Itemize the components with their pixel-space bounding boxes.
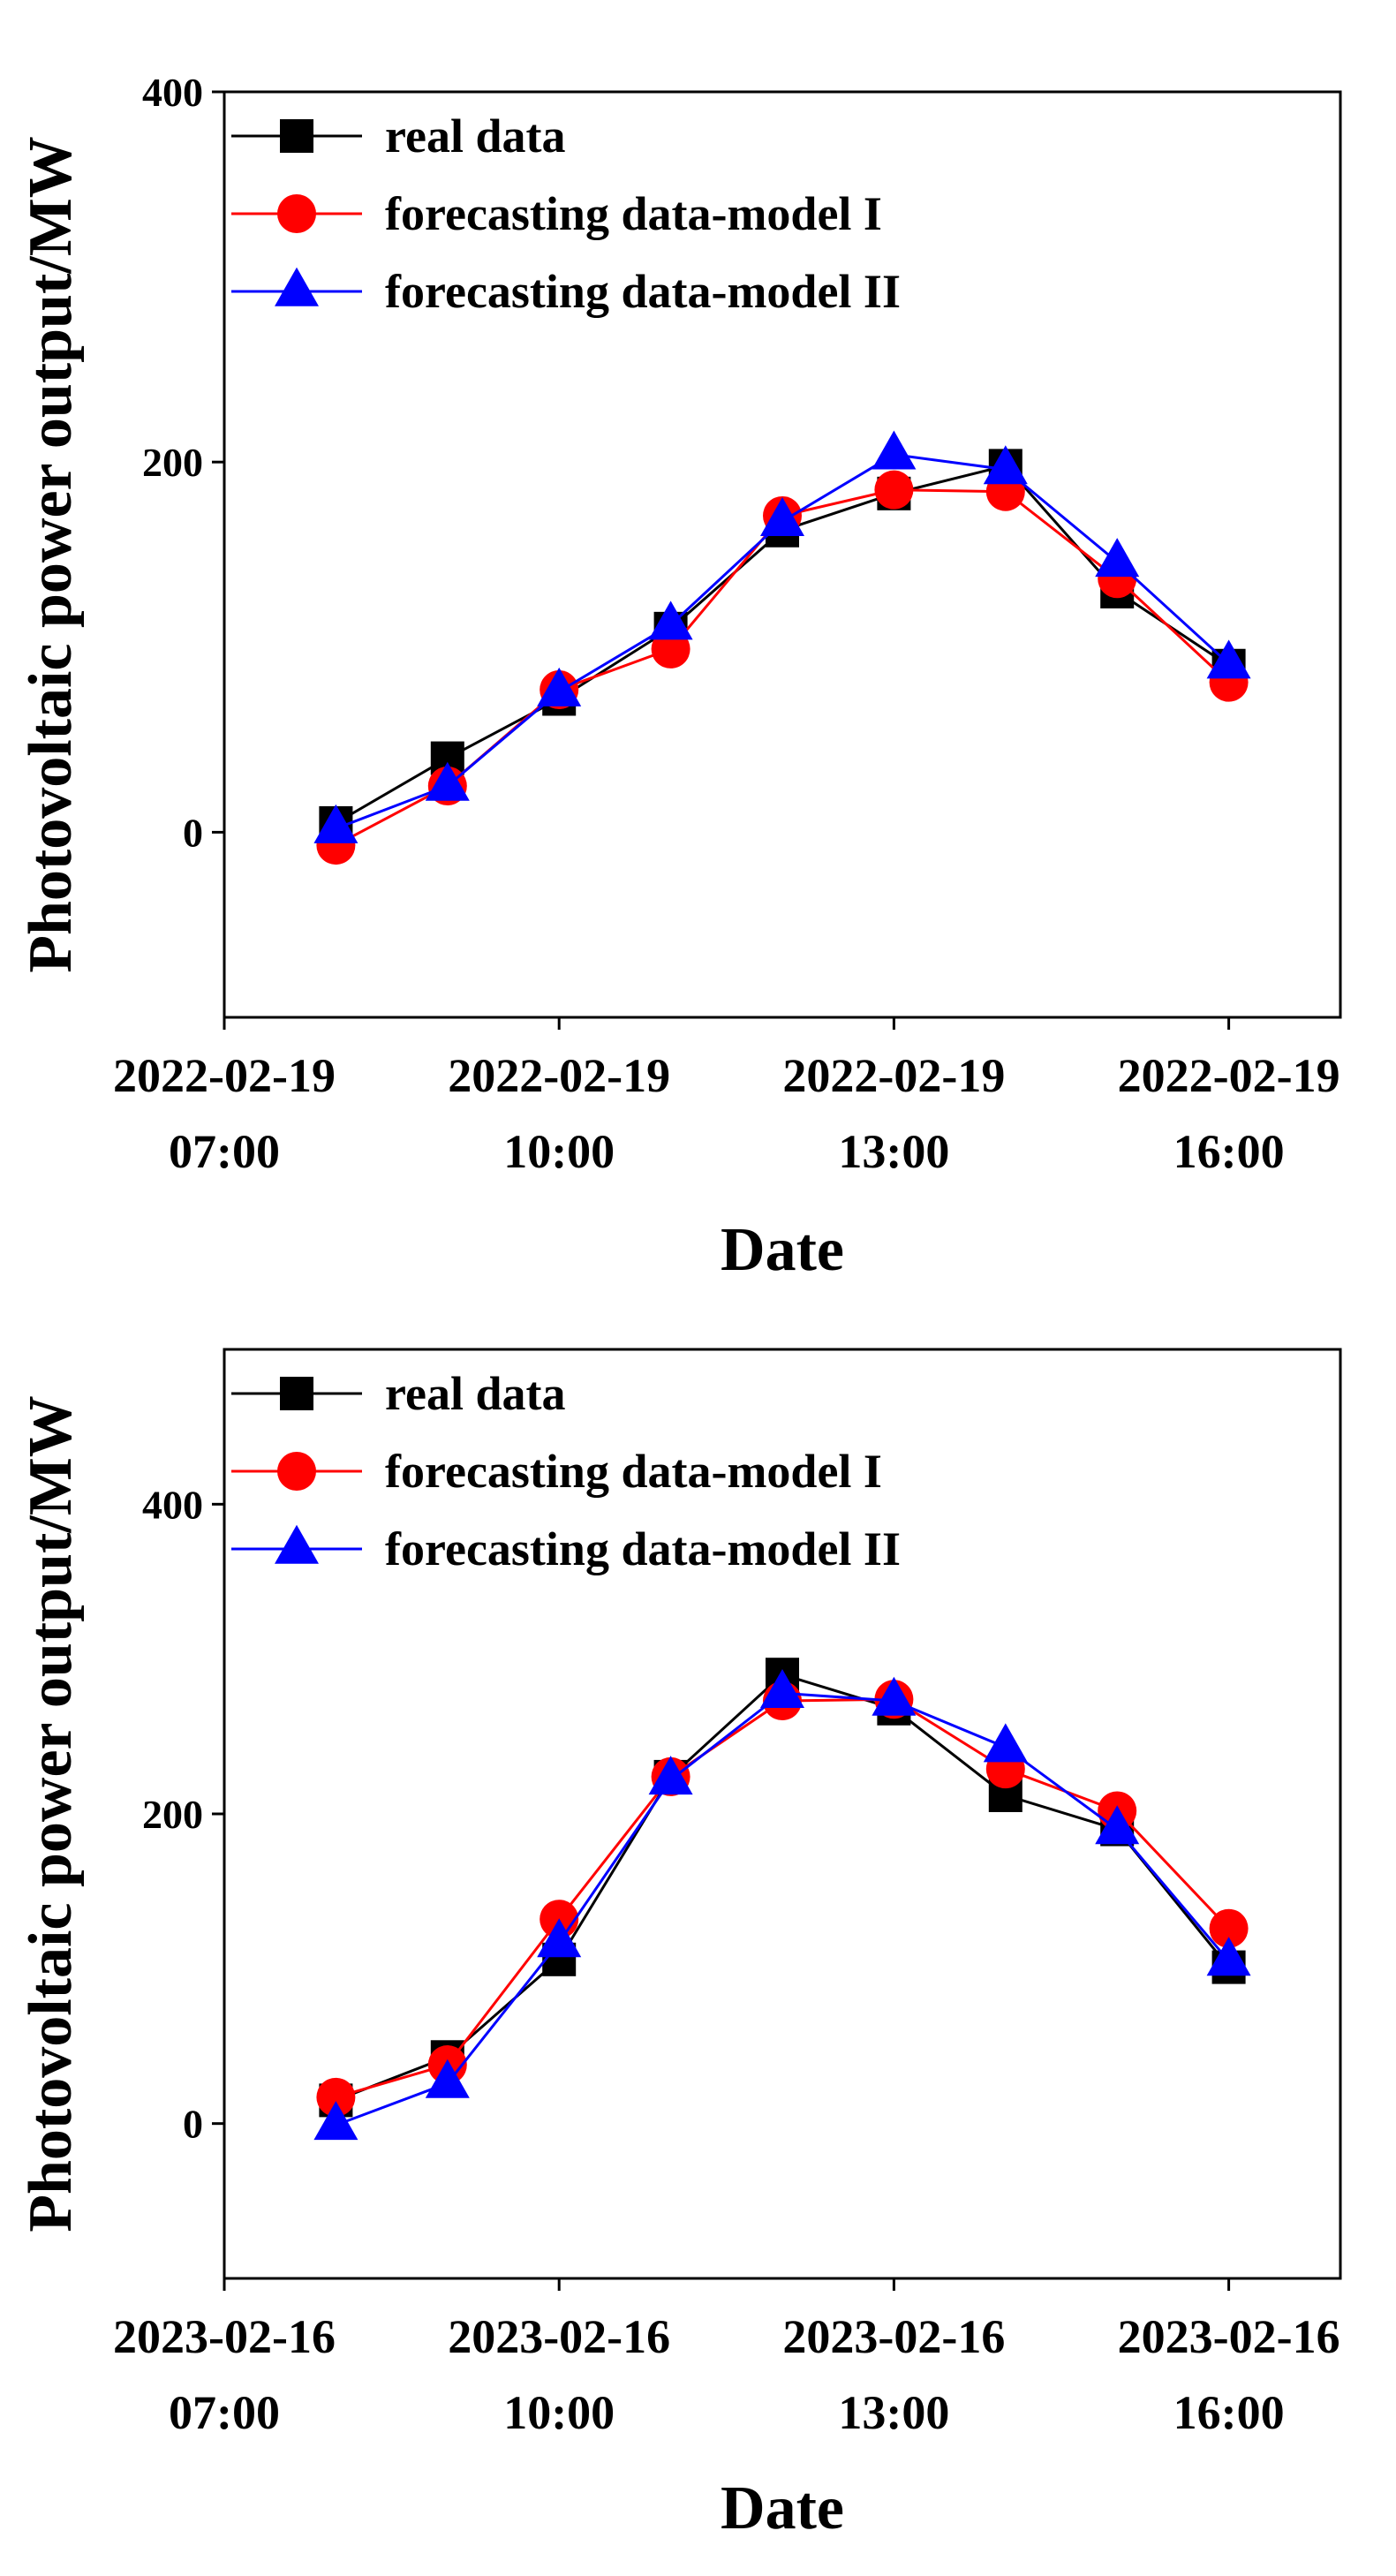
x-tick-label-time: 10:00: [503, 2386, 615, 2439]
x-tick-label-time: 16:00: [1173, 1125, 1285, 1178]
series-line-3: [335, 1691, 1230, 2127]
y-tick-label: 200: [142, 440, 203, 485]
y-tick-label: 0: [183, 810, 203, 855]
data-point: [874, 470, 914, 510]
data-point: [1209, 1908, 1249, 1948]
data-point: [983, 1723, 1028, 1763]
y-tick-label: 400: [142, 70, 203, 115]
legend-label-3: forecasting data-model II: [385, 1522, 901, 1575]
x-tick-label-time: 16:00: [1173, 2386, 1285, 2439]
data-point: [1206, 639, 1251, 679]
data-point: [537, 667, 582, 706]
x-tick-label-time: 07:00: [169, 1125, 280, 1178]
legend-marker-3: [275, 267, 319, 306]
x-tick-label-date: 2022-02-19: [113, 1049, 336, 1102]
legend-marker-2: [277, 1452, 316, 1491]
data-point: [983, 445, 1028, 485]
x-tick-label-date: 2023-02-16: [113, 2310, 336, 2363]
chart-1: 0 200 400 2022-02-19 07:00 2022-02-19 10:00 202…: [17, 70, 1342, 1284]
x-tick-label-date: 2022-02-19: [448, 1049, 670, 1102]
data-point: [313, 2101, 358, 2141]
data-point: [316, 2077, 356, 2117]
data-point: [760, 496, 804, 536]
y-tick-label: 200: [142, 1792, 203, 1837]
data-point: [760, 1668, 804, 1708]
y-tick-label: 0: [183, 2102, 203, 2147]
data-point: [1206, 1937, 1251, 1976]
data-point: [648, 601, 693, 640]
x-tick-label-date: 2023-02-16: [1118, 2310, 1340, 2363]
y-tick-label: 400: [142, 1482, 203, 1527]
x-tick-label-time: 13:00: [838, 2386, 949, 2439]
x-tick-label-date: 2022-02-19: [782, 1049, 1005, 1102]
data-point: [872, 430, 917, 470]
x-tick-label-time: 13:00: [838, 1125, 949, 1178]
series-line-2: [335, 1697, 1230, 2099]
legend-marker-3: [275, 1524, 319, 1564]
data-point: [1095, 538, 1140, 578]
x-tick-label-date: 2023-02-16: [448, 2310, 670, 2363]
data-point: [1095, 1805, 1140, 1845]
data-point: [537, 1918, 582, 1958]
x-tick-label-date: 2022-02-19: [1118, 1049, 1340, 1102]
legend-label-3: forecasting data-model II: [385, 265, 901, 318]
legend-label-2: forecasting data-model I: [385, 187, 882, 240]
data-point: [425, 2059, 470, 2098]
legend-label-1: real data: [385, 1367, 565, 1420]
x-tick-label-time: 10:00: [503, 1125, 615, 1178]
legend-marker-1: [280, 1377, 313, 1410]
y-axis-title: Photovoltaic power output/MW: [17, 1395, 85, 2232]
x-axis-title: Date: [721, 2474, 844, 2542]
legend-marker-2: [277, 194, 316, 233]
legend-label-1: real data: [385, 110, 565, 162]
y-axis-title: Photovoltaic power output/MW: [17, 136, 85, 973]
data-point: [872, 1676, 917, 1716]
x-tick-label-date: 2023-02-16: [782, 2310, 1005, 2363]
legend-label-2: forecasting data-model I: [385, 1445, 882, 1498]
data-point: [313, 804, 358, 843]
chart-2: 0 200 400 2023-02-16 07:00 2023-02-16 10:00 202…: [17, 1348, 1342, 2542]
data-point: [648, 1756, 693, 1795]
legend-marker-1: [280, 119, 313, 153]
x-tick-label-time: 07:00: [169, 2386, 280, 2439]
data-point: [425, 761, 470, 801]
x-axis-title: Date: [721, 1216, 844, 1284]
plot-frame: [223, 90, 1342, 1019]
